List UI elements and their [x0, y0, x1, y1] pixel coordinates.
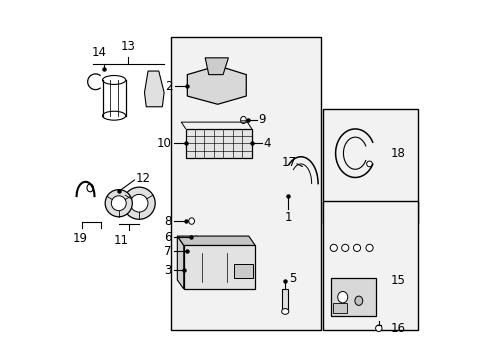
Ellipse shape	[87, 184, 93, 192]
Text: 13: 13	[121, 40, 136, 53]
Bar	[282, 289, 287, 309]
Ellipse shape	[341, 244, 348, 251]
Polygon shape	[187, 66, 246, 104]
Ellipse shape	[353, 244, 360, 251]
Text: 16: 16	[389, 322, 405, 335]
Polygon shape	[144, 71, 164, 107]
Text: 6: 6	[164, 231, 171, 244]
Text: 14: 14	[91, 46, 106, 59]
Circle shape	[111, 196, 126, 211]
Bar	[332, 303, 346, 313]
Text: 2: 2	[164, 80, 172, 93]
Ellipse shape	[188, 218, 194, 224]
Text: 17: 17	[282, 156, 296, 169]
Bar	[323, 202, 417, 330]
Ellipse shape	[329, 244, 337, 251]
Text: 9: 9	[258, 113, 265, 126]
Polygon shape	[177, 236, 183, 289]
Bar	[171, 37, 321, 330]
Circle shape	[105, 190, 132, 217]
Ellipse shape	[366, 161, 372, 167]
Ellipse shape	[102, 111, 125, 120]
Bar	[330, 278, 375, 316]
Text: 8: 8	[164, 215, 171, 228]
Text: 19: 19	[73, 232, 87, 245]
Text: 12: 12	[136, 172, 151, 185]
Ellipse shape	[354, 296, 362, 305]
Ellipse shape	[337, 292, 347, 303]
Text: 18: 18	[389, 147, 404, 160]
Polygon shape	[177, 236, 255, 246]
Ellipse shape	[190, 249, 195, 256]
Ellipse shape	[102, 76, 125, 85]
Text: 10: 10	[157, 137, 171, 150]
Circle shape	[130, 194, 148, 212]
Ellipse shape	[365, 244, 372, 251]
Text: 15: 15	[389, 274, 404, 287]
Text: 7: 7	[164, 245, 171, 258]
Circle shape	[123, 187, 155, 219]
Ellipse shape	[240, 116, 246, 123]
Polygon shape	[183, 246, 255, 289]
Text: 4: 4	[263, 137, 270, 150]
Polygon shape	[205, 58, 228, 75]
Ellipse shape	[281, 309, 288, 314]
Ellipse shape	[375, 325, 381, 332]
Bar	[185, 129, 251, 158]
Bar	[323, 109, 417, 223]
Bar	[233, 264, 253, 278]
Text: 11: 11	[114, 234, 128, 247]
Text: 1: 1	[284, 211, 291, 224]
Ellipse shape	[193, 236, 198, 242]
Text: 3: 3	[164, 264, 171, 276]
Text: 5: 5	[288, 272, 296, 285]
